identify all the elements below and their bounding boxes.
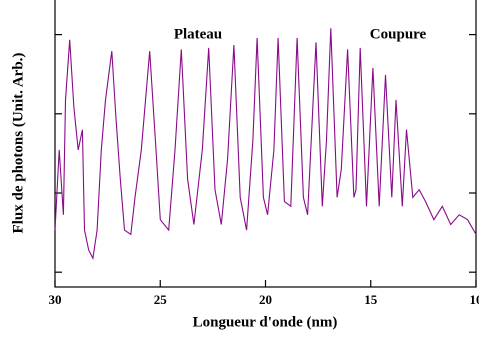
annotation: Coupure: [370, 26, 427, 42]
x-tick-label: 20: [259, 292, 272, 307]
data-line: [54, 28, 477, 260]
x-tick-label: 15: [364, 292, 378, 307]
x-tick-label: 25: [154, 292, 168, 307]
y-axis-title: Flux de photons (Unit. Arb.): [10, 53, 26, 234]
x-axis-title: Longueur d'onde (nm): [193, 314, 338, 330]
annotation: Plateau: [174, 26, 222, 42]
x-tick-label: 10: [470, 292, 479, 307]
x-tick-label: 30: [49, 292, 62, 307]
